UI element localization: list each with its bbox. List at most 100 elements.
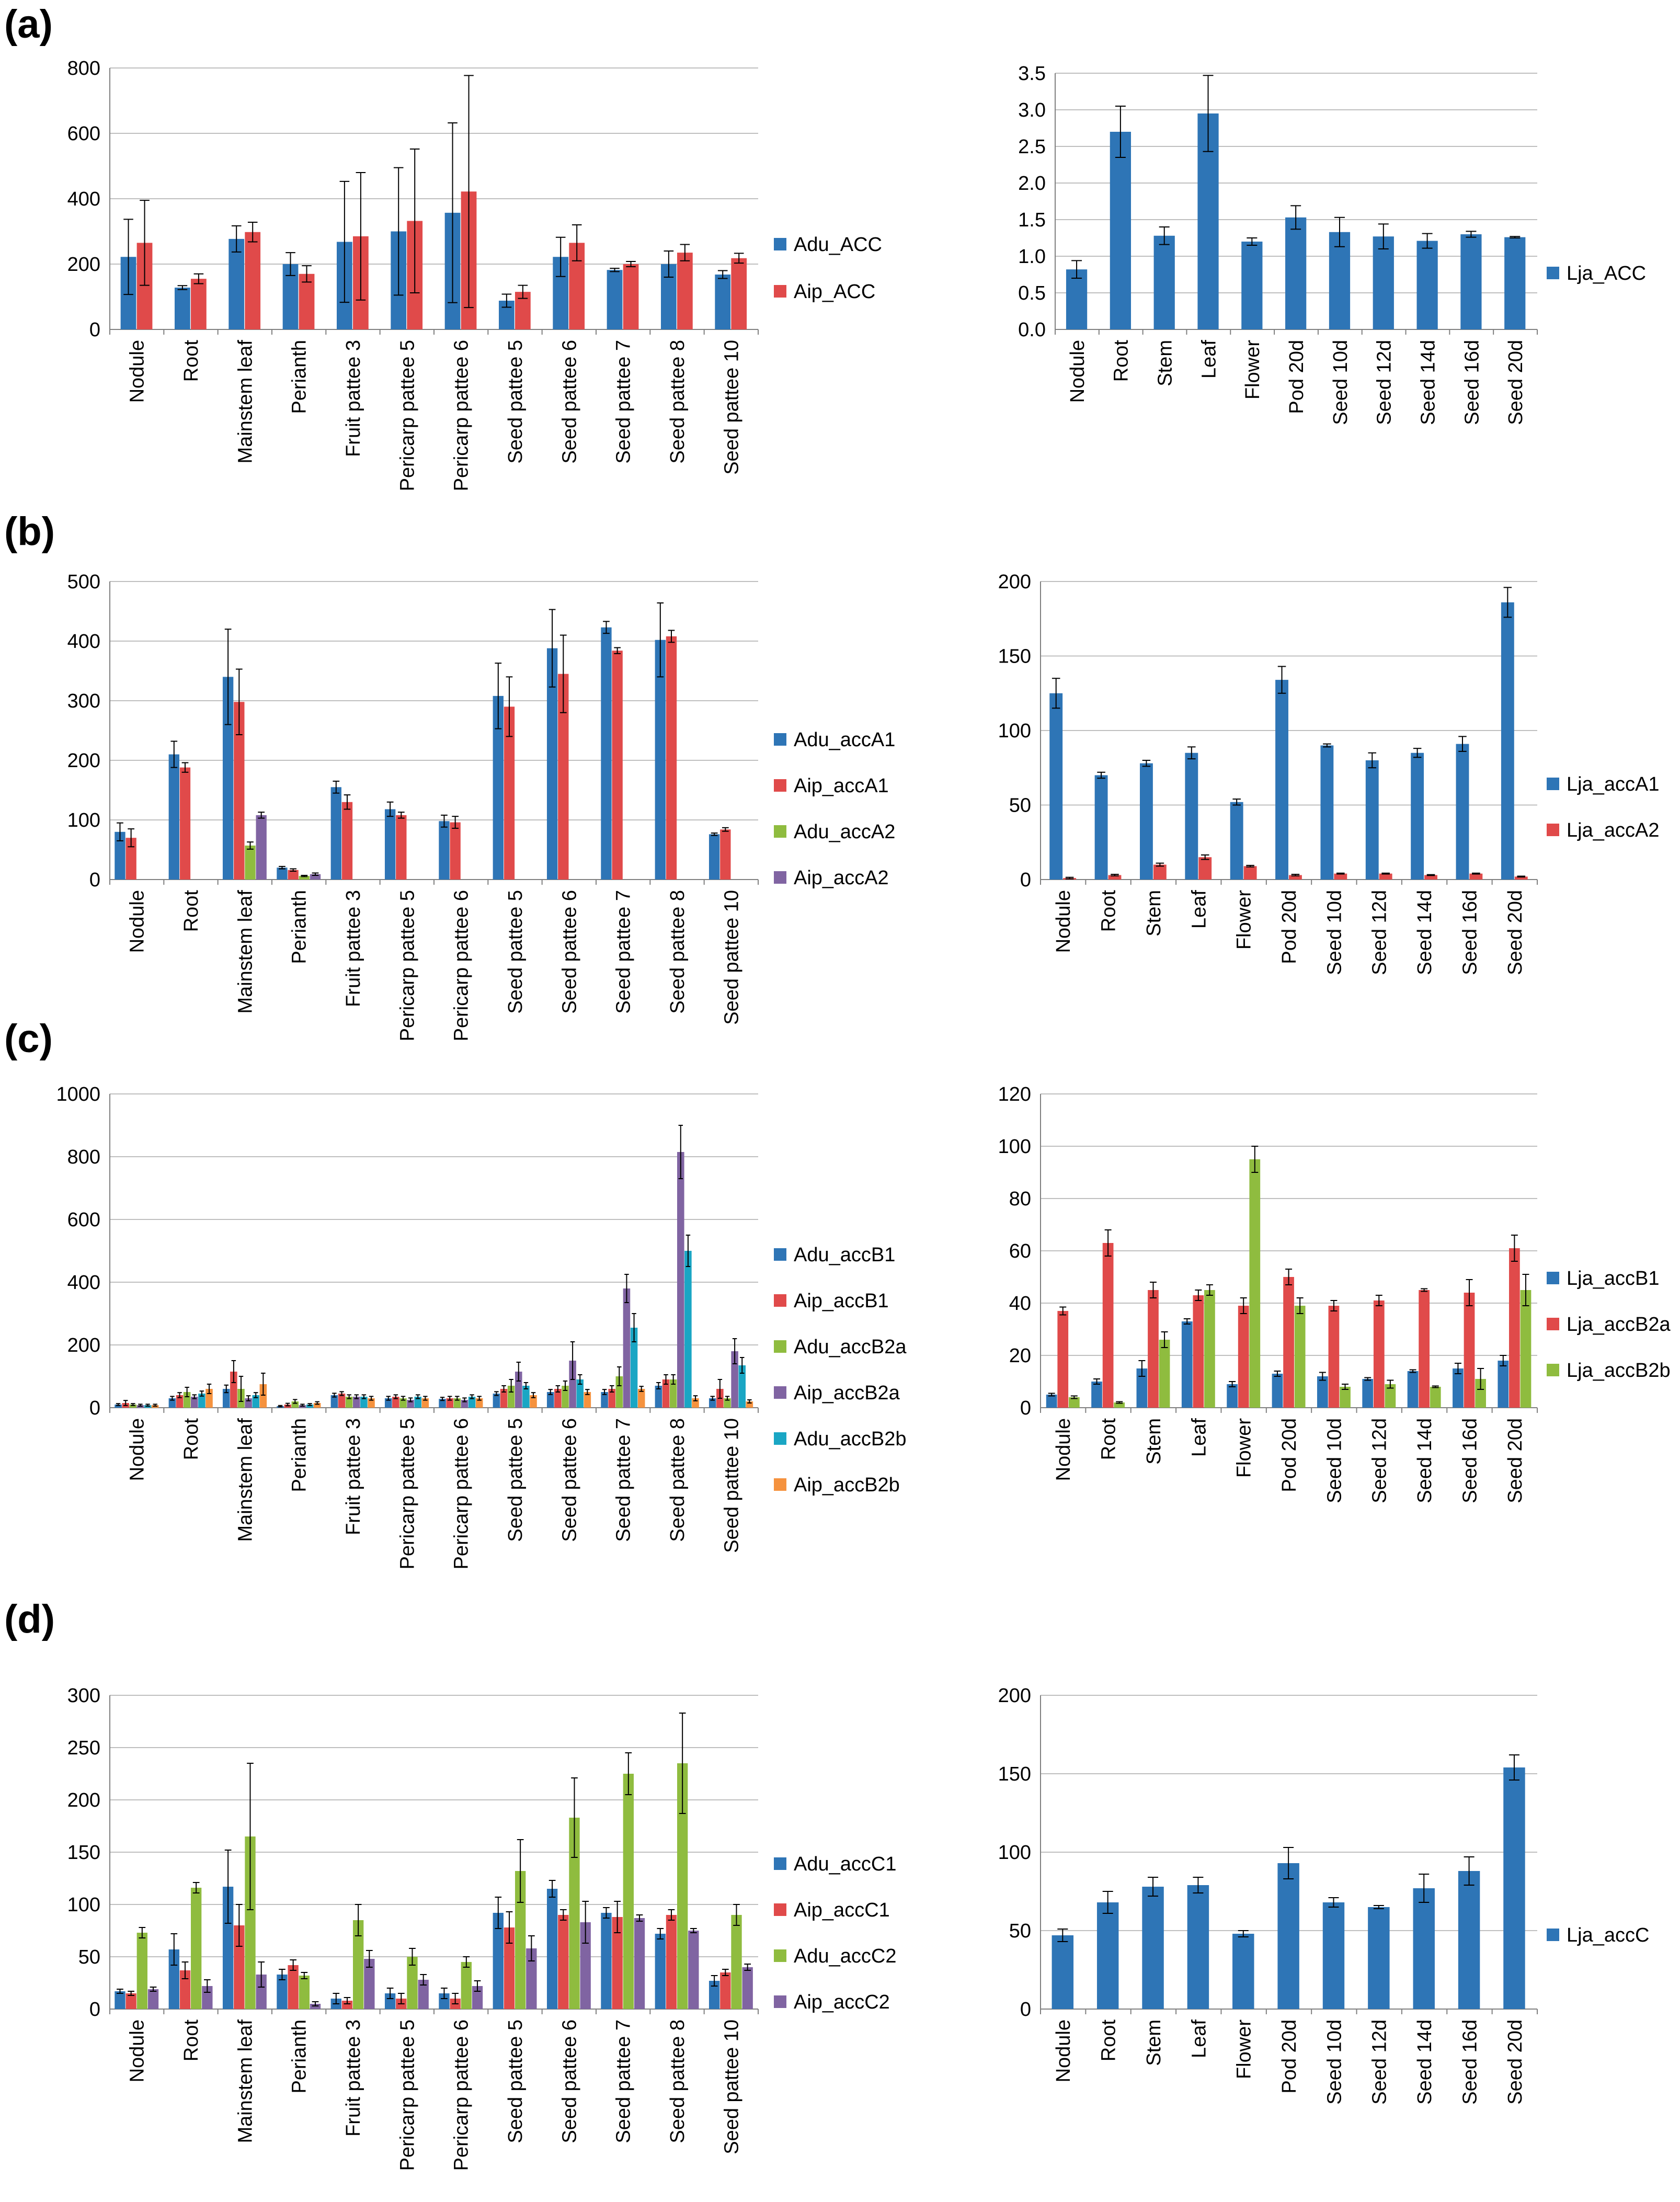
bar [1272,1374,1283,1408]
bar [345,1397,353,1408]
category-label: Seed 20d [1504,1418,1526,1503]
bar [546,648,558,880]
category-label: Seed 14d [1414,2020,1436,2105]
bar [396,815,407,880]
bar [601,1913,612,2009]
category-label: Seed 12d [1374,340,1396,425]
bar [1514,876,1528,880]
bar [1204,1290,1215,1408]
panel-label-d: (d) [4,1597,55,1641]
bar [1498,1361,1509,1408]
bar [168,1949,179,2009]
legend-swatch [1547,778,1559,790]
bar [1227,1384,1238,1408]
bar [1368,1907,1390,2009]
y-tick-label: 80 [1009,1188,1031,1210]
bar [1232,1934,1254,2009]
category-label: Seed 16d [1459,890,1481,975]
y-tick-label: 1000 [56,1083,100,1105]
y-tick-label: 0.0 [1018,319,1046,341]
panel-label-a: (a) [4,2,53,47]
bar [1453,1368,1464,1408]
bar [125,838,136,880]
category-label: Pericarp pattee 6 [451,1418,473,1569]
bar [168,754,179,880]
bar [1317,1376,1328,1408]
bar [1243,866,1257,880]
y-tick-label: 2.0 [1018,173,1046,195]
bar [313,1403,321,1408]
bar [677,1152,684,1408]
category-label: Seed 14d [1417,340,1439,425]
bar [183,1392,191,1408]
bar [191,1888,202,2009]
bar [198,1394,205,1408]
bar [1102,1243,1114,1408]
bar [450,822,461,880]
y-tick-label: 50 [1009,795,1031,817]
bar [259,1384,267,1408]
legend-swatch [774,871,786,884]
category-label: Perianth [289,2020,311,2094]
bar [222,1389,230,1408]
chart-c-right: 0 20 40 60 80 100 120 Nodule Root Stem Leaf Flower P… [998,1083,1671,1503]
y-tick-label: 3.0 [1018,99,1046,121]
legend-swatch [774,1386,786,1399]
bar [623,264,639,329]
bar [1249,1159,1261,1408]
chart-a-left: 0 200 400 600 800 Nodule Root Mainstem leaf Peri… [67,58,882,491]
y-tick-label: 150 [998,1763,1031,1785]
category-label: Pericarp pattee 6 [451,340,473,491]
category-label: Pericarp pattee 6 [451,890,473,1041]
category-label: Seed 10d [1323,1418,1345,1503]
bar [115,1991,125,2009]
bar [288,1965,299,2009]
legend-swatch [774,1478,786,1491]
bar [341,2001,353,2009]
y-tick-label: 300 [67,1685,100,1707]
y-tick-label: 200 [67,750,100,772]
y-tick-label: 100 [998,1842,1031,1864]
bar [612,651,623,880]
bar [500,1389,508,1408]
category-label: Mainstem leaf [234,340,256,464]
bar [1193,1295,1204,1408]
bar [554,1389,562,1408]
legend-swatch [774,733,786,746]
bar [1365,760,1379,880]
bar [669,1379,677,1408]
bar [1322,1902,1345,2009]
bar [245,846,256,880]
bar [601,627,612,880]
bar [1142,1887,1164,2009]
bar [731,1351,738,1408]
bar [1411,752,1424,880]
category-label: Pod 20d [1278,2020,1300,2094]
legend-label: Lja_ACC [1567,263,1646,284]
bar [1283,1277,1294,1408]
y-tick-label: 0 [89,869,100,891]
bar [655,1934,666,2009]
bar [384,1993,396,2009]
bar [607,270,623,329]
bar [1373,1300,1385,1408]
bar [1379,873,1392,880]
bar [1094,775,1108,880]
legend-swatch [1547,1929,1559,1941]
bar [715,275,731,329]
bar [364,1959,375,2009]
category-label: Seed pattee 8 [667,2020,689,2143]
bar [252,1395,260,1408]
bar [176,1395,184,1408]
bar [493,695,504,880]
bar [1419,1290,1430,1408]
category-label: Pericarp pattee 6 [451,2020,473,2171]
legend-label: Aip_accA2 [794,867,889,889]
legend-label: Adu_accA1 [794,729,895,751]
category-label: Seed 14d [1414,890,1436,975]
bar [299,273,315,329]
bar [179,767,191,880]
bar [1110,132,1132,329]
bar [515,1871,526,2009]
legend-label: Aip_accC2 [794,1991,890,2013]
